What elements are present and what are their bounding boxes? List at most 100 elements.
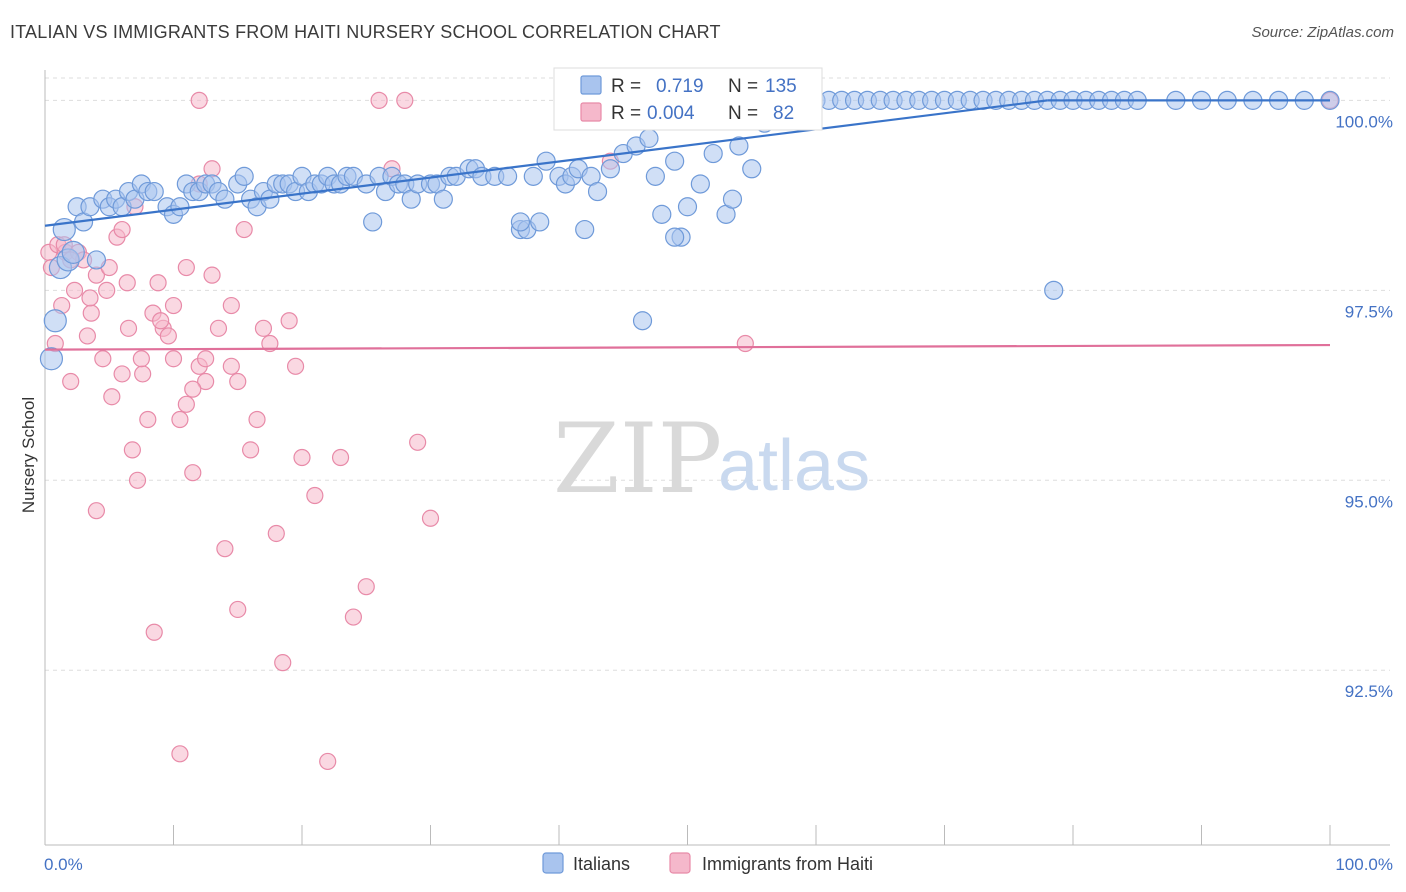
legend-n-label: N = bbox=[728, 76, 758, 97]
point-haiti bbox=[409, 433, 427, 451]
point-italians bbox=[144, 181, 164, 202]
point-haiti bbox=[78, 327, 97, 345]
point-haiti bbox=[261, 334, 279, 353]
point-haiti bbox=[118, 274, 136, 292]
point-haiti bbox=[306, 486, 324, 505]
point-haiti bbox=[82, 304, 100, 322]
watermark-atlas: atlas bbox=[718, 426, 870, 506]
chart-title: ITALIAN VS IMMIGRANTS FROM HAITI NURSERY… bbox=[10, 22, 721, 42]
point-haiti bbox=[171, 410, 189, 429]
trendlines bbox=[44, 99, 1331, 351]
series-legend: Italians Immigrants from Haiti bbox=[542, 852, 873, 874]
point-haiti bbox=[344, 608, 362, 626]
point-italians bbox=[665, 151, 685, 171]
legend-r-label: R = bbox=[611, 103, 641, 124]
legend-n-label: N = bbox=[728, 103, 758, 124]
point-haiti bbox=[123, 441, 141, 459]
x-tick-labels: 0.0% 100.0% bbox=[44, 855, 1393, 874]
point-haiti bbox=[128, 471, 147, 489]
point-italians bbox=[498, 166, 518, 186]
point-haiti bbox=[229, 600, 247, 619]
point-italians bbox=[575, 219, 595, 240]
point-haiti bbox=[197, 350, 215, 368]
point-haiti bbox=[103, 388, 121, 406]
point-haiti bbox=[164, 296, 183, 315]
point-italians bbox=[215, 189, 235, 209]
point-haiti bbox=[222, 296, 240, 315]
point-haiti bbox=[222, 357, 240, 375]
point-italians bbox=[665, 227, 685, 247]
point-italians bbox=[632, 311, 653, 331]
point-italians bbox=[363, 212, 383, 232]
point-haiti bbox=[242, 441, 260, 459]
point-haiti bbox=[209, 319, 228, 337]
point-haiti bbox=[331, 448, 350, 467]
y-tick-label: 100.0% bbox=[1335, 112, 1393, 131]
point-haiti bbox=[286, 357, 305, 375]
point-haiti bbox=[267, 524, 285, 543]
point-italians bbox=[677, 197, 698, 217]
legend-r-value-haiti: 0.004 bbox=[647, 103, 695, 124]
point-haiti bbox=[139, 410, 157, 429]
point-haiti bbox=[229, 372, 247, 391]
point-italians bbox=[703, 143, 723, 164]
y-tick-label: 92.5% bbox=[1345, 682, 1393, 701]
bottom-legend-swatch-haiti bbox=[669, 852, 691, 874]
point-italians bbox=[39, 347, 64, 371]
point-haiti bbox=[87, 502, 106, 520]
point-italians bbox=[510, 212, 531, 232]
point-italians bbox=[86, 250, 107, 270]
point-italians bbox=[729, 136, 749, 156]
point-haiti bbox=[177, 258, 195, 277]
point-haiti bbox=[203, 266, 221, 284]
point-haiti bbox=[396, 91, 414, 109]
point-italians bbox=[536, 151, 556, 171]
legend-swatch-haiti bbox=[580, 102, 602, 122]
point-haiti bbox=[274, 654, 292, 672]
axes bbox=[44, 70, 1390, 846]
source-credit: Source: ZipAtlas.com bbox=[1251, 24, 1394, 41]
y-tick-label: 97.5% bbox=[1345, 302, 1393, 321]
point-haiti bbox=[113, 220, 131, 239]
legend-r-value-italians: 0.719 bbox=[656, 76, 704, 97]
x-tick-label: 0.0% bbox=[44, 855, 83, 874]
point-italians bbox=[43, 309, 67, 333]
point-haiti bbox=[119, 319, 138, 337]
point-haiti bbox=[280, 312, 298, 330]
point-haiti bbox=[319, 752, 337, 771]
point-italians bbox=[433, 189, 453, 209]
point-haiti bbox=[736, 334, 754, 353]
point-italians bbox=[587, 181, 608, 202]
point-italians bbox=[645, 166, 665, 186]
point-haiti bbox=[370, 91, 388, 109]
point-haiti bbox=[164, 350, 183, 368]
gridlines bbox=[45, 77, 1390, 671]
point-italians bbox=[1044, 280, 1064, 300]
y-tick-label: 95.0% bbox=[1345, 492, 1393, 511]
point-haiti bbox=[94, 350, 112, 368]
point-italians bbox=[530, 212, 550, 232]
point-haiti bbox=[62, 372, 80, 391]
point-italians bbox=[170, 197, 190, 217]
legend-r-label: R = bbox=[611, 76, 641, 97]
bottom-legend-label-italians: Italians bbox=[573, 854, 630, 874]
point-haiti bbox=[235, 220, 253, 239]
point-haiti bbox=[65, 281, 84, 299]
point-haiti bbox=[357, 578, 375, 596]
point-haiti bbox=[145, 623, 163, 641]
series-haiti bbox=[40, 91, 1339, 771]
point-haiti bbox=[254, 319, 273, 337]
point-haiti bbox=[159, 327, 177, 345]
point-italians bbox=[742, 159, 762, 179]
point-italians bbox=[652, 204, 672, 224]
bottom-legend-label-haiti: Immigrants from Haiti bbox=[702, 854, 873, 874]
point-italians bbox=[234, 166, 254, 186]
point-italians bbox=[722, 189, 743, 209]
point-italians bbox=[523, 166, 543, 186]
point-haiti bbox=[98, 281, 116, 299]
bottom-legend-swatch-italians bbox=[542, 852, 564, 874]
point-haiti bbox=[184, 380, 202, 398]
point-italians bbox=[639, 128, 659, 148]
point-haiti bbox=[177, 395, 195, 413]
series-italians bbox=[39, 90, 1340, 371]
